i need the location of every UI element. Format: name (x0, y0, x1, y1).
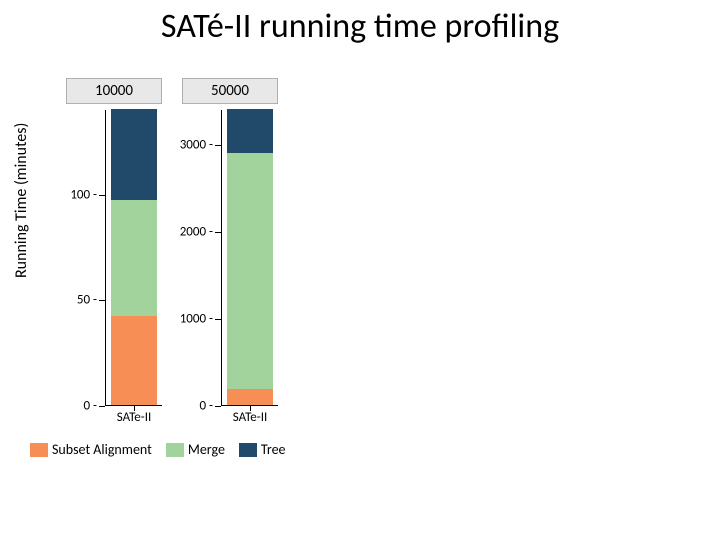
y-tick (215, 145, 221, 146)
bar-segment-subset_alignment (227, 389, 273, 405)
legend-swatch-merge (166, 443, 184, 457)
legend-label-subset_alignment: Subset Alignment (52, 441, 152, 458)
y-tick-label: 0 - (199, 399, 213, 414)
page-title: SATé-II running time profiling (0, 6, 720, 47)
y-tick (215, 319, 221, 320)
legend-label-tree: Tree (261, 441, 286, 458)
y-tick (99, 195, 105, 196)
panel-header: 50000 (182, 78, 278, 104)
y-tick (215, 232, 221, 233)
chart-panel: 50000 0 - 1000 - 2000 - 3000 - SATe-II (182, 78, 278, 425)
plot-row: 0 -1000 -2000 -3000 - (182, 110, 278, 406)
bar-segment-merge (111, 200, 157, 316)
x-tick (250, 405, 251, 411)
legend-swatch-subset_alignment (30, 443, 48, 457)
y-tick-label: 100 - (70, 187, 97, 202)
chart-area: Running Time (minutes) 100000 -50 -100 -… (30, 78, 360, 458)
bar-segment-merge (227, 153, 273, 390)
y-tick-label: 1000 - (180, 311, 213, 326)
bar-segment-tree (111, 109, 157, 200)
y-axis-label: Running Time (minutes) (12, 123, 31, 278)
plot-row: 0 -50 -100 - (66, 110, 162, 406)
y-axis: 0 -1000 -2000 -3000 - (182, 110, 222, 406)
y-tick (215, 406, 221, 407)
y-tick-label: 50 - (77, 293, 97, 308)
legend: Subset Alignment Merge Tree (30, 441, 296, 458)
plot-region (222, 110, 278, 406)
bar-segment-tree (227, 109, 273, 153)
y-tick-label: 2000 - (180, 224, 213, 239)
y-tick (99, 300, 105, 301)
panels-row: 10000 0 - 50 - 100 - SATe-II 50000 0 - 1000 - 20… (66, 78, 278, 425)
stacked-bar (111, 109, 157, 405)
x-tick (134, 405, 135, 411)
panel-header: 10000 (66, 78, 162, 104)
x-category-label: SATe-II (182, 406, 278, 425)
plot-region (106, 110, 162, 406)
bar-segment-subset_alignment (111, 316, 157, 405)
stacked-bar (227, 109, 273, 405)
y-axis: 0 -50 -100 - (66, 110, 106, 406)
y-tick (99, 406, 105, 407)
x-category-label: SATe-II (66, 406, 162, 425)
legend-swatch-tree (239, 443, 257, 457)
chart-panel: 10000 0 - 50 - 100 - SATe-II (66, 78, 162, 425)
legend-label-merge: Merge (188, 441, 225, 458)
y-tick-label: 3000 - (180, 137, 213, 152)
y-tick-label: 0 - (83, 399, 97, 414)
